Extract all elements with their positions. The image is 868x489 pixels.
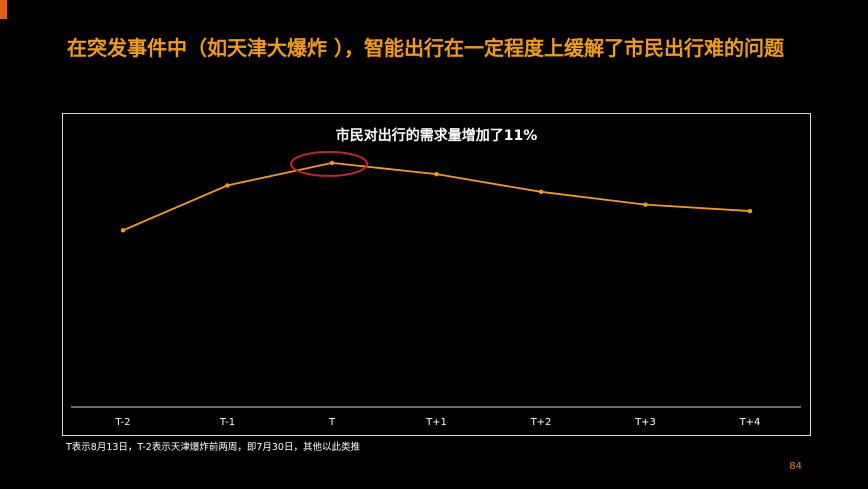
slide-title: 在突发事件中（如天津大爆炸 ），智能出行在一定程度上缓解了市民出行难的问题 bbox=[67, 36, 784, 60]
page-number: 84 bbox=[789, 461, 802, 472]
data-point-t-2 bbox=[120, 228, 126, 233]
x-tick-label: T+1 bbox=[425, 417, 447, 428]
data-point-t-1 bbox=[225, 183, 230, 188]
chart-frame: 市民对出行的需求量增加了11% T-2 T-1 T T+1 T+2 T+3 T+4 bbox=[62, 113, 811, 436]
x-tick-label: T+2 bbox=[530, 417, 552, 428]
footnote: T表示8月13日，T-2表示天津爆炸前两周，即7月30日，其他以此类推 bbox=[66, 442, 360, 453]
x-tick-label: T+4 bbox=[739, 417, 761, 428]
x-tick-label: T bbox=[328, 417, 336, 428]
x-tick-label: T-1 bbox=[219, 417, 235, 428]
highlight-circle bbox=[290, 150, 368, 177]
x-tick-label: T-2 bbox=[114, 417, 130, 428]
data-point-tplus3 bbox=[643, 202, 648, 207]
x-tick-label: T+3 bbox=[634, 417, 656, 428]
accent-bar bbox=[0, 0, 7, 19]
chart-title: 市民对出行的需求量增加了11% bbox=[336, 127, 538, 144]
data-point-tplus1 bbox=[434, 171, 439, 177]
data-point-t bbox=[329, 160, 335, 166]
line-chart: 市民对出行的需求量增加了11% T-2 T-1 T T+1 T+2 T+3 T+4 bbox=[71, 127, 801, 428]
data-point-tplus2 bbox=[538, 189, 544, 195]
data-point-tplus4 bbox=[747, 208, 753, 214]
